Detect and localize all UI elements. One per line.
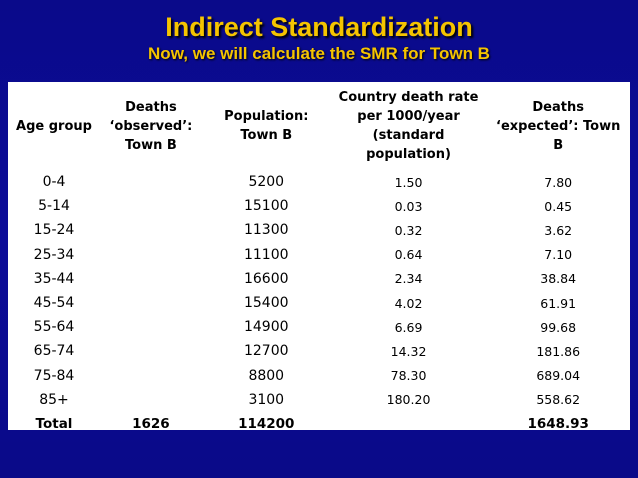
cell-expected: 7.80	[544, 174, 573, 190]
cell-total-population: 114200	[238, 415, 295, 432]
slide-title: Indirect Standardization	[165, 12, 473, 42]
header-country-death-rate: Country death rate per 1000/year (standa…	[338, 90, 479, 162]
table-total-row: Total 1626 114200 1648.93	[8, 412, 630, 436]
cell-expected: 38.84	[540, 271, 577, 287]
header-deaths-expected: Deaths ‘expected’: Town B	[496, 99, 621, 153]
table-header-row: Age group Deaths ‘observed’: Town B Popu…	[8, 82, 630, 170]
cell-total-observed: 1626	[132, 415, 170, 432]
cell-population: 5200	[248, 174, 285, 191]
table-row: 55-64 14900 6.69 99.68	[8, 315, 630, 339]
cell-rate: 1.50	[394, 174, 423, 190]
cell-age: 5-14	[38, 198, 70, 215]
slide-subtitle: Now, we will calculate the SMR for Town …	[148, 44, 490, 63]
cell-expected: 61.91	[540, 295, 577, 311]
cell-rate: 0.32	[394, 222, 423, 238]
cell-rate: 4.02	[394, 295, 423, 311]
cell-population: 14900	[243, 319, 289, 336]
cell-rate: 0.03	[394, 198, 423, 214]
cell-rate: 78.30	[390, 368, 427, 384]
cell-total-rate	[331, 412, 487, 436]
cell-observed	[100, 267, 202, 291]
table-row: 35-44 16600 2.34 38.84	[8, 267, 630, 291]
cell-observed	[100, 291, 202, 315]
cell-age: 45-54	[33, 295, 75, 312]
table-row: 45-54 15400 4.02 61.91	[8, 291, 630, 315]
cell-rate: 180.20	[386, 392, 431, 408]
cell-age: 15-24	[33, 222, 75, 239]
table-row: 85+ 3100 180.20 558.62	[8, 388, 630, 412]
cell-expected: 3.62	[544, 222, 573, 238]
cell-total-expected: 1648.93	[527, 415, 589, 432]
cell-rate: 2.34	[394, 271, 423, 287]
cell-population: 8800	[248, 367, 285, 384]
cell-rate: 0.64	[394, 247, 423, 263]
cell-population: 15100	[243, 198, 289, 215]
cell-age: 35-44	[33, 270, 75, 287]
cell-expected: 7.10	[544, 247, 573, 263]
cell-age: 85+	[39, 391, 69, 408]
cell-observed	[100, 243, 202, 267]
table-row: 15-24 11300 0.32 3.62	[8, 218, 630, 242]
cell-observed	[100, 194, 202, 218]
cell-rate: 14.32	[390, 343, 427, 359]
cell-age: 0-4	[42, 174, 66, 191]
header-population: Population: Town B	[224, 109, 309, 143]
cell-population: 11100	[243, 246, 289, 263]
cell-population: 12700	[243, 343, 289, 360]
header-deaths-observed: Deaths ‘observed’: Town B	[109, 99, 193, 153]
cell-observed	[100, 339, 202, 363]
table-row: 5-14 15100 0.03 0.45	[8, 194, 630, 218]
cell-observed	[100, 315, 202, 339]
cell-total-label: Total	[35, 415, 73, 432]
table-row: 65-74 12700 14.32 181.86	[8, 339, 630, 363]
cell-population: 15400	[243, 295, 289, 312]
cell-expected: 0.45	[544, 198, 573, 214]
cell-observed	[100, 388, 202, 412]
cell-age: 25-34	[33, 246, 75, 263]
cell-observed	[100, 364, 202, 388]
table-row: 25-34 11100 0.64 7.10	[8, 243, 630, 267]
cell-age: 75-84	[33, 367, 75, 384]
cell-expected: 689.04	[536, 368, 581, 384]
cell-expected: 558.62	[536, 392, 581, 408]
table-row: 75-84 8800 78.30 689.04	[8, 364, 630, 388]
standardization-table-container: Age group Deaths ‘observed’: Town B Popu…	[8, 82, 630, 432]
standardization-table: Age group Deaths ‘observed’: Town B Popu…	[8, 82, 630, 436]
header-age-group: Age group	[16, 118, 92, 134]
table-row: 0-4 5200 1.50 7.80	[8, 170, 630, 194]
cell-age: 55-64	[33, 319, 75, 336]
cell-expected: 99.68	[540, 319, 577, 335]
cell-observed	[100, 170, 202, 194]
cell-population: 16600	[243, 270, 289, 287]
cell-population: 11300	[243, 222, 289, 239]
cell-rate: 6.69	[394, 319, 423, 335]
cell-population: 3100	[248, 391, 285, 408]
cell-age: 65-74	[33, 343, 75, 360]
cell-observed	[100, 218, 202, 242]
cell-expected: 181.86	[536, 343, 581, 359]
